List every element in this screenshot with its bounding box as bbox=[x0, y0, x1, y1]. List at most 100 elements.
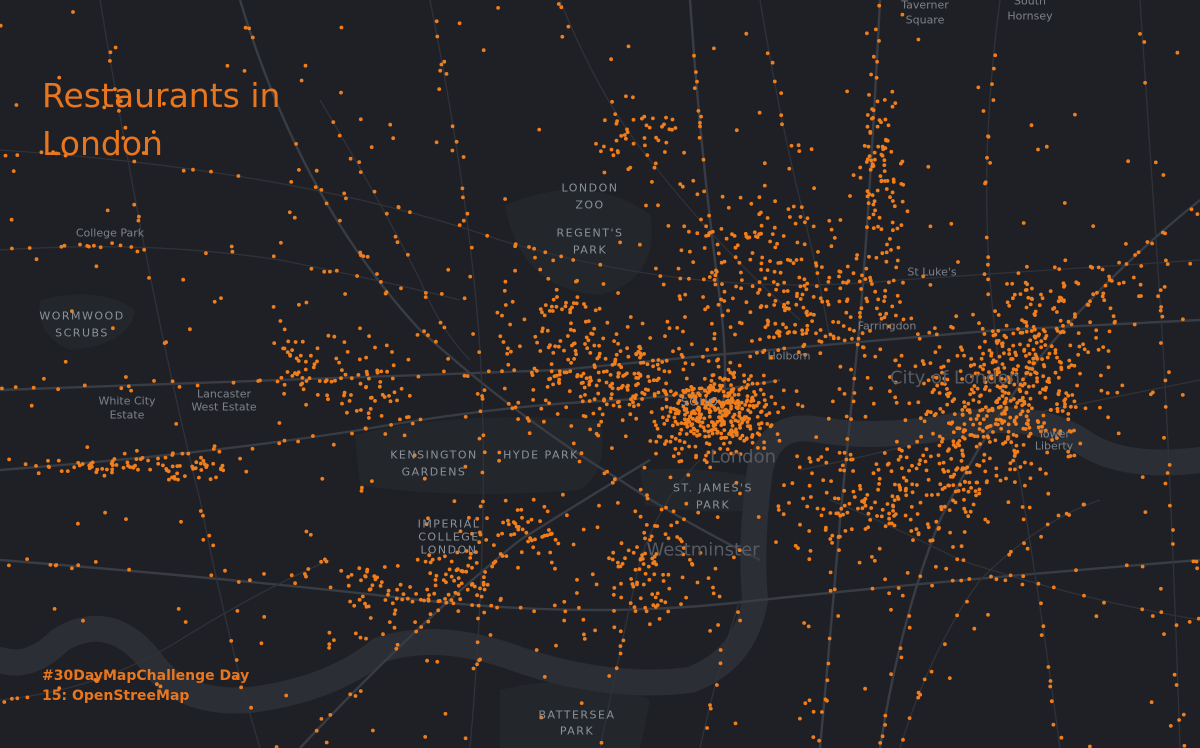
restaurant-dot bbox=[626, 354, 631, 359]
restaurant-dot bbox=[993, 309, 997, 313]
restaurant-dot bbox=[657, 367, 661, 371]
restaurant-dot bbox=[219, 296, 223, 300]
restaurant-dot bbox=[610, 446, 614, 450]
restaurant-dot bbox=[633, 567, 638, 572]
restaurant-dot bbox=[1048, 684, 1053, 689]
restaurant-dot bbox=[311, 434, 315, 438]
restaurant-dot bbox=[456, 592, 461, 596]
restaurant-dot bbox=[435, 659, 440, 664]
restaurant-dot bbox=[124, 517, 128, 521]
restaurant-dot bbox=[713, 422, 718, 427]
restaurant-dot bbox=[1052, 428, 1057, 432]
restaurant-dot bbox=[867, 93, 871, 97]
restaurant-dot bbox=[842, 468, 846, 473]
restaurant-dot bbox=[774, 287, 778, 292]
restaurant-dot bbox=[929, 454, 933, 459]
restaurant-dot bbox=[884, 259, 889, 264]
restaurant-dot bbox=[943, 382, 947, 386]
restaurant-dot bbox=[847, 501, 852, 506]
restaurant-dot bbox=[365, 372, 370, 377]
restaurant-dot bbox=[907, 444, 911, 449]
restaurant-dot bbox=[482, 450, 487, 455]
restaurant-dot bbox=[746, 377, 751, 382]
restaurant-dot bbox=[959, 544, 964, 549]
restaurant-dot bbox=[723, 413, 728, 418]
restaurant-dot bbox=[1159, 305, 1163, 309]
restaurant-dot bbox=[911, 538, 915, 542]
restaurant-dot bbox=[1024, 324, 1029, 328]
restaurant-dot bbox=[759, 304, 764, 308]
restaurant-dot bbox=[970, 374, 974, 379]
restaurant-dot bbox=[468, 274, 473, 279]
restaurant-dot bbox=[476, 603, 481, 608]
restaurant-dot bbox=[158, 684, 163, 689]
restaurant-dot bbox=[1024, 371, 1029, 376]
restaurant-dot bbox=[861, 345, 865, 350]
restaurant-dot bbox=[286, 339, 291, 344]
restaurant-dot bbox=[782, 483, 786, 488]
restaurant-dot bbox=[972, 434, 977, 439]
restaurant-dot bbox=[562, 599, 567, 604]
restaurant-dot bbox=[554, 304, 559, 309]
restaurant-dot bbox=[811, 295, 816, 299]
restaurant-dot bbox=[1025, 264, 1029, 269]
restaurant-dot bbox=[909, 316, 914, 321]
restaurant-dot bbox=[884, 311, 889, 316]
restaurant-dot bbox=[1006, 500, 1011, 505]
restaurant-dot bbox=[702, 458, 707, 462]
restaurant-dot bbox=[954, 314, 959, 319]
restaurant-dot bbox=[871, 212, 876, 217]
restaurant-dot bbox=[850, 457, 855, 462]
restaurant-dot bbox=[1025, 546, 1030, 551]
restaurant-dot bbox=[666, 224, 671, 228]
restaurant-dot bbox=[1143, 80, 1147, 85]
restaurant-dot bbox=[298, 353, 303, 358]
restaurant-dot bbox=[857, 279, 862, 284]
restaurant-dot bbox=[166, 469, 171, 474]
restaurant-dot bbox=[434, 19, 439, 24]
restaurant-dot bbox=[999, 376, 1004, 381]
restaurant-dot bbox=[1082, 593, 1086, 598]
restaurant-dot bbox=[412, 453, 417, 458]
restaurant-dot bbox=[328, 713, 333, 717]
restaurant-dot bbox=[170, 379, 175, 384]
restaurant-dot bbox=[605, 320, 610, 325]
restaurant-dot bbox=[402, 433, 407, 438]
restaurant-dot bbox=[882, 451, 887, 455]
restaurant-dot bbox=[867, 216, 872, 220]
restaurant-dot bbox=[439, 292, 444, 296]
restaurant-dot bbox=[297, 168, 301, 172]
restaurant-dot bbox=[628, 315, 633, 319]
restaurant-dot bbox=[1036, 333, 1041, 338]
restaurant-dot bbox=[711, 373, 716, 377]
restaurant-dot bbox=[661, 282, 666, 287]
restaurant-dot bbox=[598, 262, 603, 267]
restaurant-dot bbox=[978, 421, 982, 426]
restaurant-dot bbox=[117, 109, 121, 113]
restaurant-dot bbox=[242, 69, 247, 73]
restaurant-dot bbox=[364, 636, 368, 641]
restaurant-dot bbox=[1043, 329, 1047, 334]
restaurant-dot bbox=[734, 128, 739, 133]
restaurant-dot bbox=[678, 297, 683, 301]
restaurant-dot bbox=[390, 601, 395, 606]
restaurant-dot bbox=[878, 312, 882, 317]
restaurant-dot bbox=[820, 265, 824, 269]
restaurant-dot bbox=[87, 244, 91, 249]
restaurant-dot bbox=[464, 549, 469, 553]
restaurant-dot bbox=[718, 376, 722, 380]
restaurant-dot bbox=[628, 601, 633, 605]
restaurant-dot bbox=[526, 539, 530, 544]
restaurant-dot bbox=[235, 609, 240, 613]
restaurant-dot bbox=[981, 429, 985, 433]
restaurant-dot bbox=[793, 543, 798, 548]
restaurant-dot bbox=[989, 376, 994, 381]
restaurant-dot bbox=[469, 551, 473, 556]
restaurant-dot bbox=[943, 642, 947, 647]
restaurant-dot bbox=[601, 336, 606, 341]
restaurant-dot bbox=[755, 235, 760, 240]
restaurant-dot bbox=[562, 348, 566, 353]
restaurant-dot bbox=[27, 246, 32, 250]
restaurant-dot bbox=[1000, 394, 1005, 398]
restaurant-dot bbox=[955, 613, 959, 618]
